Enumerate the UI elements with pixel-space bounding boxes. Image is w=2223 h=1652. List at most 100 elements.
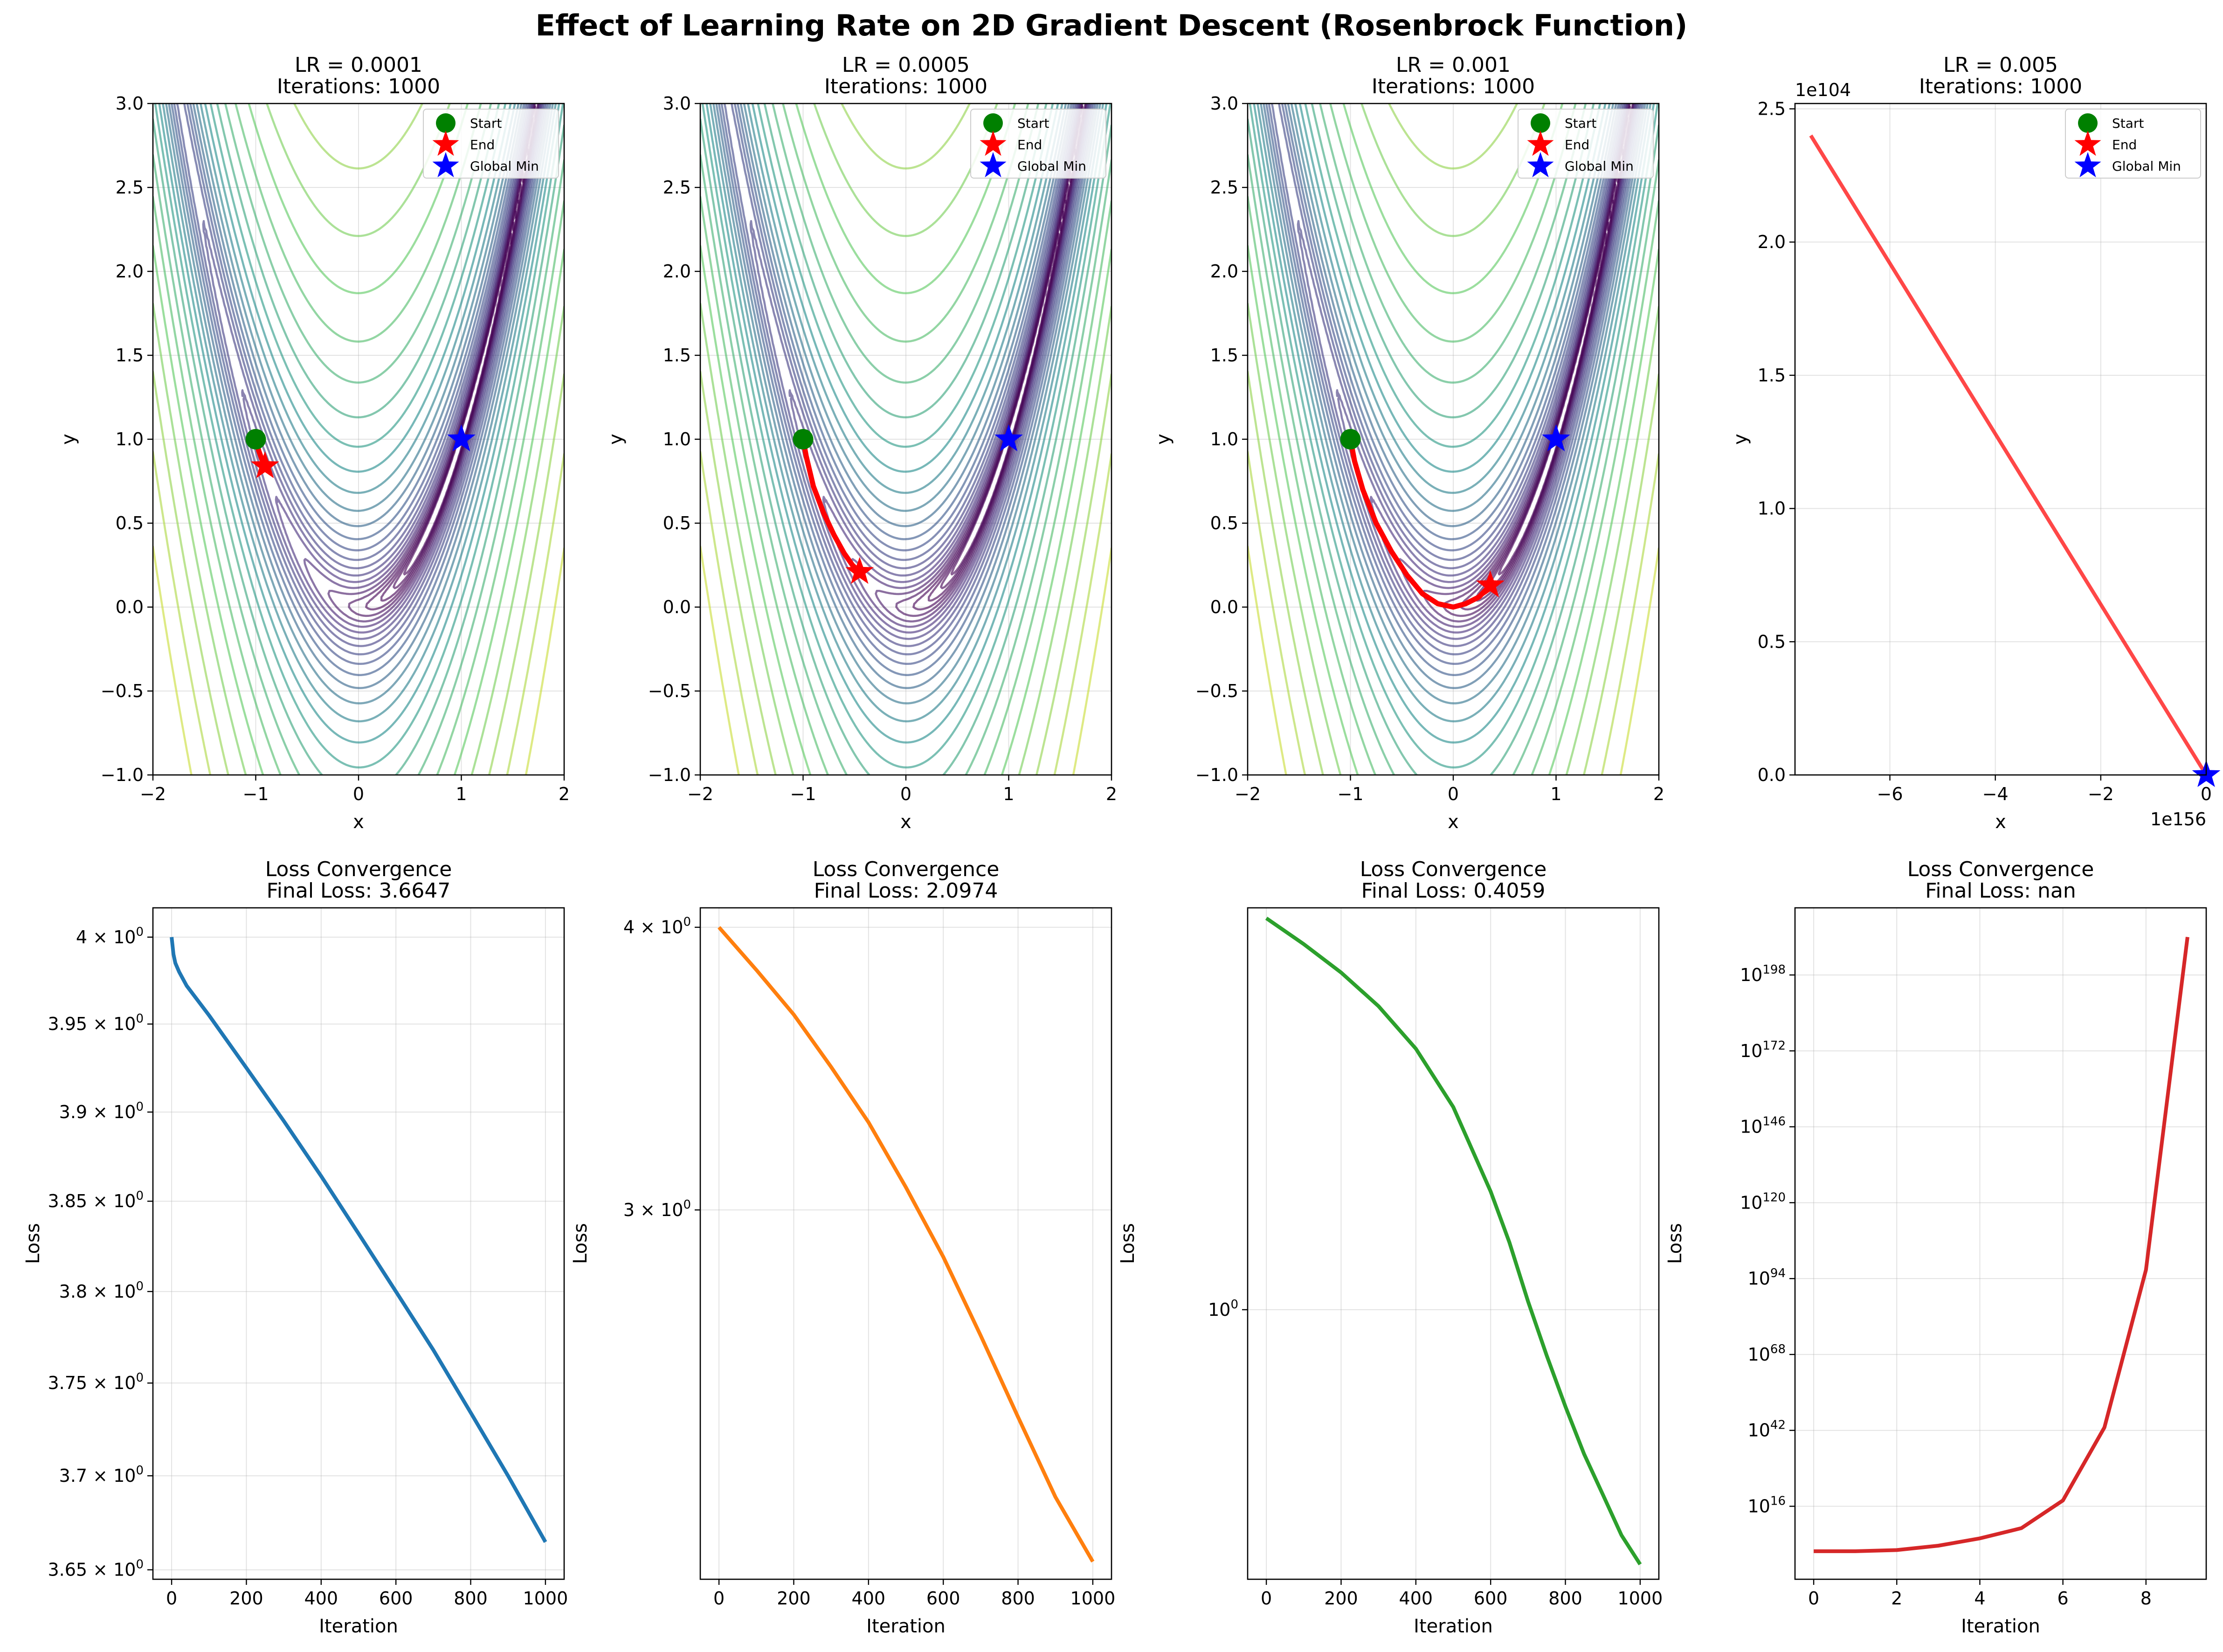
legend: Start End Global Min	[970, 109, 1106, 179]
x-tick-label: −2	[2088, 784, 2114, 804]
start-marker	[245, 429, 266, 449]
y-tick-label: 1094	[1748, 1266, 1786, 1289]
axes-frame	[152, 103, 565, 776]
y-tick-label: 3 × 100	[623, 1198, 691, 1220]
legend-marker-global-min	[432, 152, 459, 178]
legend-label: Global Min	[2112, 159, 2181, 174]
y-tick-label: 3.0	[1210, 93, 1238, 114]
y-tick-label: 1.5	[1210, 345, 1238, 366]
contour-line	[720, 104, 1095, 665]
contour-line	[153, 104, 564, 775]
axes-title: Final Loss: nan	[1925, 879, 2076, 903]
plot-area	[1809, 134, 2206, 775]
x-tick-label: 0	[900, 784, 911, 804]
subplot-2: −2 −1 0 1 2 x −1.0 −0.5 0.0 0.5 1.0 1.5 2.0 2.5 3.0 y St…	[605, 53, 1117, 833]
x-axis-label: Iteration	[866, 1616, 946, 1637]
contour-line	[1248, 545, 1659, 775]
y-tick-label: 4 × 100	[76, 925, 144, 947]
legend-label: Start	[1565, 116, 1596, 131]
contour-line	[700, 104, 1112, 775]
legend-marker-start	[2078, 113, 2098, 133]
y-tick-label: 2.0	[663, 261, 691, 282]
x-tick-label: 6	[2057, 1588, 2069, 1609]
subplot-1: −2 −1 0 1 2 x −1.0 −0.5 0.0 0.5 1.0 1.5 2.0 2.5 3.0 y St…	[58, 53, 570, 833]
y-tick-label: 3.0	[116, 93, 144, 114]
y-tick-label: 3.75 × 100	[48, 1371, 144, 1393]
legend-label: Start	[2112, 116, 2144, 131]
start-marker	[1340, 429, 1361, 449]
x-tick-label: 800	[1001, 1588, 1035, 1609]
contour-line	[709, 104, 1105, 723]
legend: Start End Global Min	[1518, 109, 1654, 179]
y-tick-label: 3.95 × 100	[48, 1012, 144, 1034]
contour-line	[153, 545, 564, 775]
x-tick-label: 0	[353, 784, 364, 804]
axes-title: Final Loss: 2.0974	[814, 879, 998, 903]
y-tick-label: 0.5	[1210, 513, 1238, 533]
y-tick-label: 0.0	[1210, 597, 1238, 617]
axes-frame	[1794, 907, 2207, 1580]
legend-marker-start	[1531, 113, 1550, 133]
subplot-6: 0 200 400 600 800 1000 Iteration 3 × 100 4 × 100…	[570, 857, 1115, 1637]
x-tick-label: 1000	[1070, 1588, 1116, 1609]
axes-title: Loss Convergence	[1907, 857, 2094, 881]
y-tick-label: 3.85 × 100	[48, 1189, 144, 1211]
axes-title: LR = 0.001	[1396, 53, 1511, 77]
contour-line	[700, 104, 1112, 775]
y-tick-label: −0.5	[648, 681, 691, 701]
axes-title: Iterations: 1000	[277, 75, 440, 98]
contour-line	[275, 104, 543, 634]
y-tick-label: 2.5	[1758, 98, 1786, 119]
y-axis-label: Loss	[1664, 1223, 1686, 1264]
x-axis-label: Iteration	[1961, 1616, 2040, 1637]
axes-title: LR = 0.0005	[842, 53, 970, 77]
x-axis-label: x	[1995, 811, 2006, 833]
x-tick-label: 2	[1653, 784, 1664, 804]
contour-line	[173, 104, 548, 665]
plot-area	[700, 104, 1112, 775]
x-tick-label: 400	[852, 1588, 886, 1609]
x-tick-label: 1	[1550, 784, 1561, 804]
contour-line	[705, 104, 1108, 744]
y-tick-label: 10172	[1740, 1039, 1786, 1061]
x-tick-label: 1000	[523, 1588, 568, 1609]
subplot-8: 0 2 4 6 8 Iteration 1016 1042 1068 1094 10120 10146…	[1664, 857, 2207, 1637]
x-axis-label: Iteration	[1414, 1616, 1493, 1637]
legend-marker-end	[1527, 131, 1554, 156]
global-min-marker	[1542, 424, 1570, 451]
x-tick-label: 600	[379, 1588, 413, 1609]
legend-marker-start	[436, 113, 456, 133]
x-tick-label: −1	[1337, 784, 1363, 804]
contour-line	[718, 104, 1097, 676]
x-tick-label: 600	[926, 1588, 960, 1609]
contour-line	[700, 104, 1112, 775]
legend-marker-end	[980, 131, 1007, 156]
legend-label: End	[470, 137, 495, 152]
axes-title: Iterations: 1000	[1919, 75, 2082, 98]
axes-frame	[1247, 103, 1660, 776]
y-tick-label: 0.0	[1758, 765, 1786, 785]
y-axis-label: y	[605, 434, 627, 445]
legend-label: Global Min	[1017, 159, 1086, 174]
y-tick-label: 100	[1208, 1298, 1238, 1320]
y-tick-label: −1.0	[648, 765, 691, 785]
y-tick-label: −1.0	[1195, 765, 1238, 785]
contour-line	[162, 104, 557, 723]
figure-title: Effect of Learning Rate on 2D Gradient D…	[536, 8, 1688, 42]
x-tick-label: 0	[1808, 1588, 1819, 1609]
y-tick-label: 2.5	[116, 177, 144, 198]
y-tick-label: 3.9 × 100	[59, 1100, 144, 1122]
y-axis-label: y	[58, 434, 79, 445]
y-tick-label: −0.5	[101, 681, 144, 701]
subplot-3: −2 −1 0 1 2 x −1.0 −0.5 0.0 0.5 1.0 1.5 2.0 2.5 3.0 y St…	[1153, 53, 1664, 833]
loss-curve	[1814, 937, 2189, 1553]
y-tick-label: 3.8 × 100	[59, 1279, 144, 1302]
x-tick-label: 0	[713, 1588, 725, 1609]
plot-area	[153, 104, 564, 775]
legend-frame	[970, 109, 1106, 179]
end-marker	[250, 451, 279, 478]
axes-title: LR = 0.005	[1943, 53, 2058, 77]
y-tick-label: 1.0	[1758, 498, 1786, 519]
contour-line	[712, 104, 1102, 705]
